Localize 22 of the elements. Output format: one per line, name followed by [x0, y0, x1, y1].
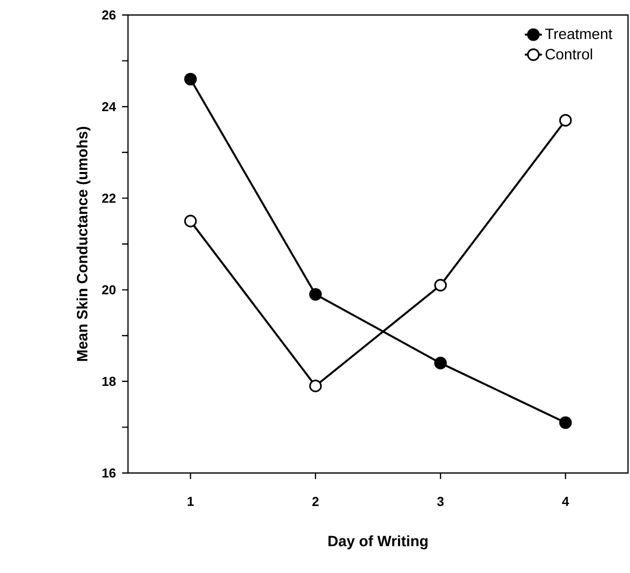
x-tick-label: 1 [188, 496, 194, 506]
x-tick-label: 2 [312, 496, 319, 506]
point [559, 416, 572, 429]
y-tick-label: 22 [102, 194, 116, 203]
y-axis-title: Mean Skin Conductance (umohs) [76, 126, 90, 361]
point [309, 288, 322, 301]
y-tick-label: 18 [102, 376, 116, 386]
point [434, 278, 447, 292]
y-tick-label: 24 [102, 102, 116, 112]
x-tick-label: 4 [562, 496, 570, 506]
point [559, 114, 572, 127]
y-tick-label: 20 [102, 285, 116, 294]
point [309, 380, 322, 392]
x-tick-label: 3 [437, 496, 444, 506]
point [184, 214, 197, 228]
point [184, 72, 197, 86]
y-tick-label: 26 [102, 10, 116, 20]
y-tick-label: 16 [102, 468, 116, 478]
x-axis-title: Day of Writing [328, 535, 428, 550]
legend-label: Treatment [545, 28, 612, 40]
legend-label: Control [546, 48, 592, 60]
point [434, 356, 447, 370]
